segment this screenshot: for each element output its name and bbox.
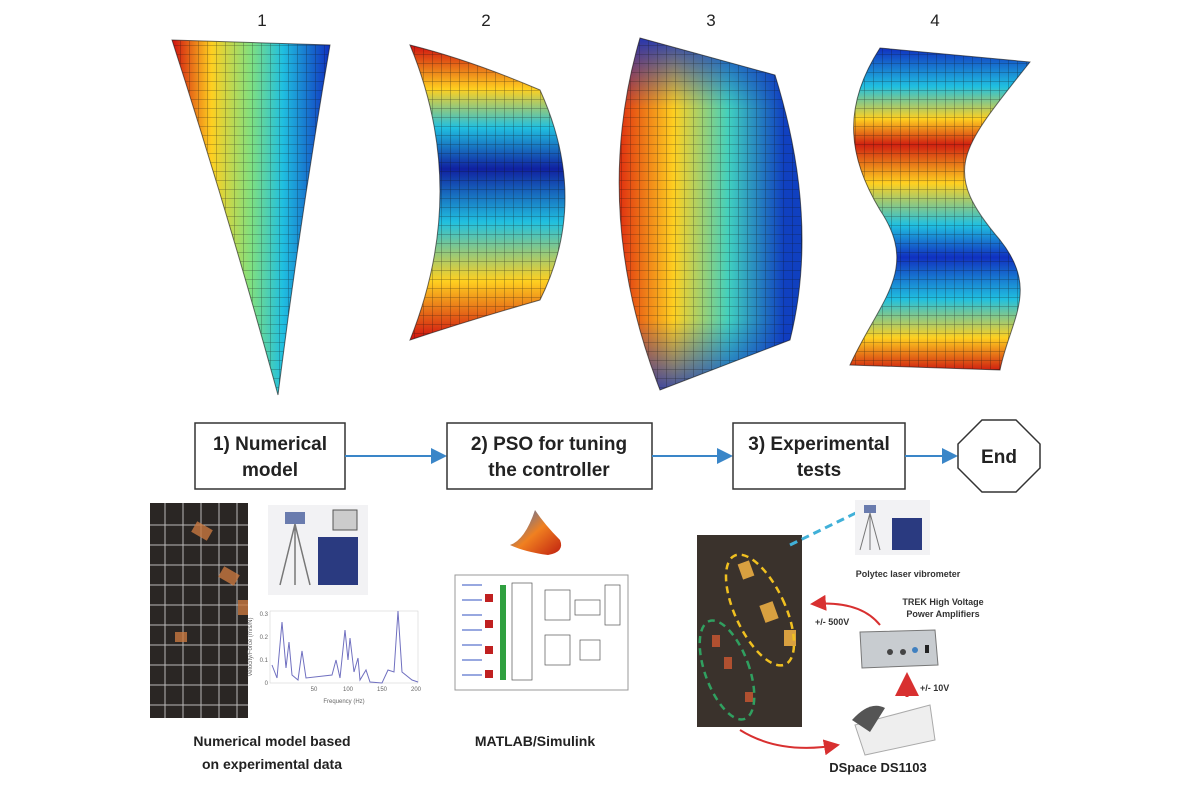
svg-text:model: model	[242, 460, 298, 481]
panel-photo	[150, 503, 248, 718]
step-experimental-tests: 3) Experimental tests	[732, 422, 906, 490]
experimental-panel-photo	[697, 535, 802, 727]
frf-ylabel: Velocity/Force (m/s/N)	[248, 617, 254, 676]
svg-text:1) Numerical: 1) Numerical	[213, 434, 327, 455]
mode-label-2: 2	[481, 11, 490, 30]
actuator-group-yellow	[724, 553, 796, 667]
amplifier-photo	[859, 629, 939, 669]
step-numerical-model: 1) Numerical model	[194, 422, 346, 490]
caption-matlab: MATLAB/Simulink	[475, 733, 596, 749]
caption-dspace: DSpace DS1103	[829, 760, 927, 775]
frf-xlabel: Frequency (Hz)	[323, 699, 364, 705]
svg-text:the controller: the controller	[488, 460, 610, 481]
frf-ytick: 0	[265, 681, 269, 687]
arrow-500v	[810, 594, 881, 626]
frf-ytick: 0.2	[260, 635, 269, 641]
mode-shape-2	[409, 44, 566, 341]
svg-text:End: End	[981, 447, 1017, 468]
frf-plot: Velocity/Force (m/s/N) Frequency (Hz) 50…	[248, 610, 422, 705]
matlab-logo	[510, 510, 562, 555]
end-node: End	[957, 419, 1041, 493]
mode-label-4: 4	[930, 11, 939, 30]
simulink-diagram	[454, 574, 629, 691]
mode-shape-1	[171, 39, 331, 396]
frf-xtick: 200	[411, 687, 422, 693]
svg-text:tests: tests	[797, 460, 841, 481]
svg-text:2) PSO for tuning: 2) PSO for tuning	[471, 434, 627, 455]
arrow-to-dspace	[739, 729, 840, 756]
mode-label-3: 3	[706, 11, 715, 30]
frf-xtick: 50	[311, 687, 318, 693]
laser-beam	[789, 508, 863, 547]
frf-ytick: 0.3	[260, 612, 269, 618]
caption-trek-1: TREK High Voltage	[902, 597, 983, 607]
caption-numerical-2: on experimental data	[202, 756, 342, 772]
frf-ytick: 0.1	[260, 658, 269, 664]
vibrometer-photo-2	[855, 500, 930, 555]
caption-numerical-1: Numerical model based	[193, 733, 350, 749]
sensor-group-green	[698, 619, 756, 721]
frf-xtick: 100	[343, 687, 354, 693]
svg-text:3) Experimental: 3) Experimental	[748, 434, 890, 455]
mode-shape-4	[849, 47, 1031, 371]
mode-shape-3	[618, 37, 803, 391]
step-pso-tuning: 2) PSO for tuning the controller	[446, 422, 653, 490]
label-500v: +/- 500V	[815, 617, 849, 627]
mode-label-1: 1	[257, 11, 266, 30]
caption-polytec: Polytec laser vibrometer	[856, 569, 961, 579]
frf-xtick: 150	[377, 687, 388, 693]
caption-trek-2: Power Amplifiers	[906, 609, 979, 619]
label-10v: +/- 10V	[920, 683, 949, 693]
vibrometer-photo-1	[268, 505, 368, 595]
dspace-photo	[852, 704, 936, 756]
